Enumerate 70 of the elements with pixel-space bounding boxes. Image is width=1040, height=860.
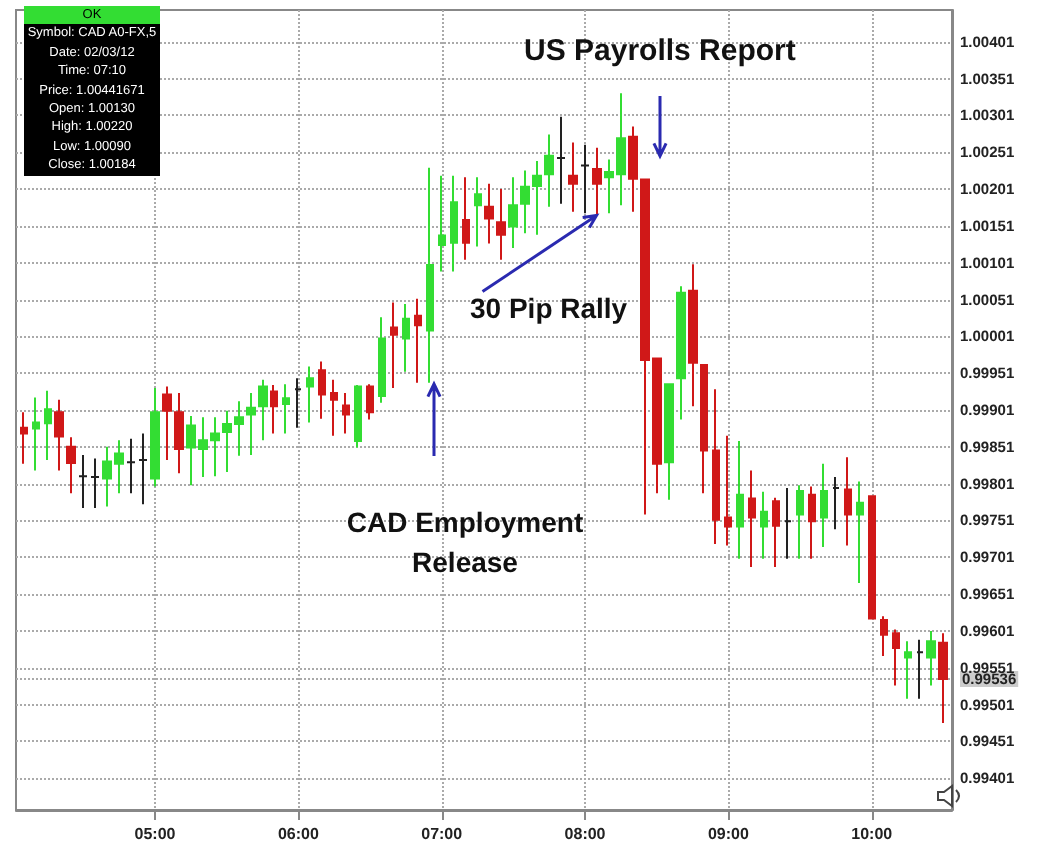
candlestick	[796, 484, 804, 560]
candlestick	[414, 297, 422, 384]
candlestick	[354, 383, 362, 449]
candlestick	[820, 462, 828, 549]
candlestick	[90, 457, 100, 509]
candlestick	[700, 364, 708, 495]
candlestick	[832, 476, 840, 531]
candlestick	[544, 133, 554, 208]
candlestick	[150, 386, 160, 488]
candlestick	[32, 396, 40, 472]
candlestick	[438, 174, 446, 273]
candlestick	[426, 166, 434, 384]
candlestick	[748, 469, 756, 568]
candlestick	[282, 383, 290, 435]
candlestick	[760, 490, 768, 560]
candlestick	[688, 263, 698, 408]
candlestick	[342, 392, 350, 435]
candlestick	[808, 485, 816, 560]
candlestick	[138, 432, 148, 506]
x-tick-label: 06:00	[277, 825, 320, 843]
candlestick	[592, 146, 602, 216]
candlestick	[366, 383, 374, 421]
candlestick	[664, 383, 674, 501]
candlestick	[378, 316, 386, 404]
candlestick	[892, 628, 900, 687]
candlestick	[450, 174, 458, 273]
candlestick	[580, 143, 590, 215]
candlestick	[20, 411, 28, 465]
candlestick	[712, 388, 720, 546]
x-tick-label: 09:00	[707, 825, 750, 843]
candlestick	[66, 436, 76, 495]
candlestick	[54, 398, 64, 472]
candlestick	[270, 383, 278, 435]
candlestick	[44, 389, 52, 462]
candlestick	[568, 141, 578, 213]
annotation: US Payrolls Report	[524, 34, 796, 68]
candlestick	[126, 437, 136, 495]
candlestick	[868, 495, 876, 620]
candlestick	[78, 453, 88, 509]
candlestick	[390, 301, 398, 389]
candlestick	[484, 182, 494, 245]
candlestick	[474, 176, 482, 248]
annotation: CAD Employment Release	[344, 504, 586, 582]
candlestick	[246, 392, 256, 456]
candlestick	[258, 378, 268, 442]
x-tick-label: 07:00	[421, 825, 464, 843]
candlestick	[916, 638, 924, 700]
candlestick	[306, 365, 314, 424]
candlestick	[462, 176, 470, 261]
candlestick	[926, 629, 936, 687]
candlestick	[294, 377, 302, 429]
x-tick-label: 10:00	[851, 825, 894, 843]
candlestick	[556, 115, 566, 205]
candlestick	[736, 439, 744, 560]
x-tick-label: 05:00	[134, 825, 177, 843]
candlestick	[784, 487, 792, 560]
candlestick	[676, 285, 686, 421]
candlestick	[724, 434, 732, 547]
x-tick-label: 08:00	[564, 825, 607, 843]
candlestick	[402, 302, 410, 373]
candlestick	[938, 632, 948, 725]
candlestick	[318, 360, 326, 420]
candlestick	[496, 188, 506, 261]
candlestick	[330, 378, 338, 437]
candlestick	[844, 456, 852, 547]
candlestick	[904, 640, 912, 700]
candlestick	[772, 496, 780, 568]
candlestick	[880, 615, 888, 658]
annotation: 30 Pip Rally	[470, 292, 628, 324]
candlestick	[856, 480, 864, 585]
